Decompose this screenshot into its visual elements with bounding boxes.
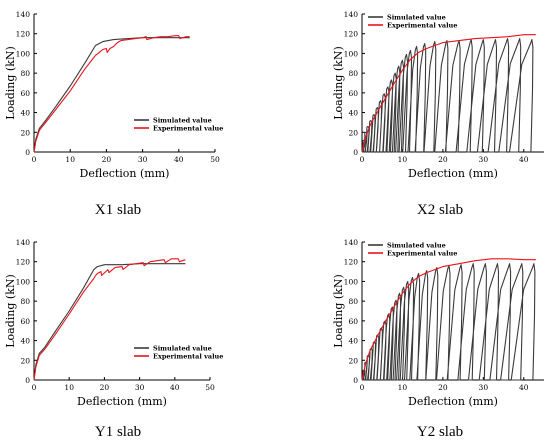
x-tick-label: 40: [174, 155, 184, 164]
y-tick-label: 40: [348, 109, 358, 118]
x-axis-label: Deflection (mm): [77, 395, 167, 408]
y-tick-label: 80: [348, 297, 358, 306]
series-simulated-line: [33, 263, 186, 381]
y-tick-label: 80: [348, 69, 358, 78]
x-tick-label: 30: [135, 383, 145, 392]
y-tick-label: 0: [353, 148, 358, 157]
y-axis-label: Loading (kN): [4, 274, 17, 348]
x-tick-label: 20: [102, 155, 112, 164]
x-tick-label: 40: [170, 383, 180, 392]
y-tick-label: 120: [344, 30, 359, 39]
x-tick-label: 0: [32, 383, 37, 392]
y-tick-label: 80: [20, 69, 30, 78]
legend-label: Experimental value: [387, 250, 457, 258]
x-tick-label: 50: [205, 383, 215, 392]
y-tick-label: 100: [16, 277, 31, 286]
y-axis-label: Loading (kN): [4, 46, 17, 120]
x-tick-label: 40: [519, 383, 529, 392]
y-tick-label: 0: [25, 148, 30, 157]
x-tick-label: 10: [398, 155, 408, 164]
legend-label: Experimental value: [387, 22, 457, 30]
caption-x1: X1 slab: [94, 202, 142, 218]
y-tick-label: 20: [348, 128, 358, 137]
series-experimental-line: [33, 258, 186, 381]
y-tick-label: 80: [20, 297, 30, 306]
legend-label: Simulated value: [153, 345, 212, 353]
y-tick-label: 20: [20, 128, 30, 137]
chart-x2: 0 20 40 60 80 100 120 140 0 10 20 30 40 Deflection (m…: [332, 10, 544, 180]
x-tick-label: 10: [65, 155, 75, 164]
y-tick-label: 20: [20, 356, 30, 365]
y-tick-label: 140: [16, 238, 31, 247]
chart-x1: 0 20 40 60 80 100 120 140 0 10 20 30 40 50 Deflection …: [4, 10, 223, 180]
legend-label: Simulated value: [153, 117, 212, 125]
y-tick-label: 120: [16, 30, 31, 39]
y-tick-label: 100: [344, 49, 359, 58]
series-experimental-line: [361, 34, 536, 153]
y-tick-label: 140: [16, 10, 31, 19]
series-simulated-line: [361, 38, 534, 153]
x-tick-label: 30: [479, 155, 489, 164]
y-tick-label: 40: [20, 109, 30, 118]
y-tick-label: 0: [353, 376, 358, 385]
caption-x2: X2 slab: [416, 202, 464, 218]
x-tick-label: 40: [519, 155, 529, 164]
chart-y2: 0 20 40 60 80 100 120 140 0 10 20 30 40 Deflection (m…: [332, 238, 544, 408]
series-experimental-line: [361, 258, 536, 381]
y-tick-label: 20: [348, 356, 358, 365]
y-tick-label: 60: [20, 89, 30, 98]
x-tick-label: 0: [360, 383, 365, 392]
x-axis-label: Deflection (mm): [80, 167, 170, 180]
series-simulated-line: [361, 263, 536, 381]
x-tick-label: 10: [64, 383, 74, 392]
x-tick-label: 30: [138, 155, 148, 164]
x-tick-label: 20: [438, 155, 448, 164]
x-tick-label: 50: [210, 155, 220, 164]
x-axis-label: Deflection (mm): [408, 167, 498, 180]
legend-label: Simulated value: [387, 242, 446, 250]
y-tick-label: 0: [25, 376, 30, 385]
y-tick-label: 40: [20, 337, 30, 346]
y-tick-label: 60: [348, 317, 358, 326]
x-tick-label: 10: [398, 383, 408, 392]
caption-y1: Y1 slab: [94, 424, 142, 440]
y-tick-label: 60: [348, 89, 358, 98]
y-tick-label: 60: [20, 317, 30, 326]
x-tick-label: 20: [100, 383, 110, 392]
y-tick-label: 100: [344, 277, 359, 286]
series-experimental-line: [33, 35, 190, 153]
caption-y2: Y2 slab: [416, 424, 464, 440]
y-tick-label: 120: [344, 258, 359, 267]
y-tick-label: 120: [16, 258, 31, 267]
series-simulated-line: [33, 37, 190, 153]
y-tick-label: 140: [344, 10, 359, 19]
x-tick-label: 0: [32, 155, 37, 164]
legend-label: Simulated value: [387, 14, 446, 22]
legend-label: Experimental value: [153, 125, 223, 133]
y-axis-label: Loading (kN): [332, 274, 345, 348]
y-tick-label: 40: [348, 337, 358, 346]
y-tick-label: 140: [344, 238, 359, 247]
x-tick-label: 20: [438, 383, 448, 392]
legend-label: Experimental value: [153, 353, 223, 361]
x-tick-label: 0: [360, 155, 365, 164]
chart-y1: 0 20 40 60 80 100 120 140 0 10 20 30 40 50 Deflection …: [4, 238, 223, 408]
x-axis-label: Deflection (mm): [408, 395, 498, 408]
x-tick-label: 30: [479, 383, 489, 392]
y-tick-label: 100: [16, 49, 31, 58]
y-axis-label: Loading (kN): [332, 46, 345, 120]
